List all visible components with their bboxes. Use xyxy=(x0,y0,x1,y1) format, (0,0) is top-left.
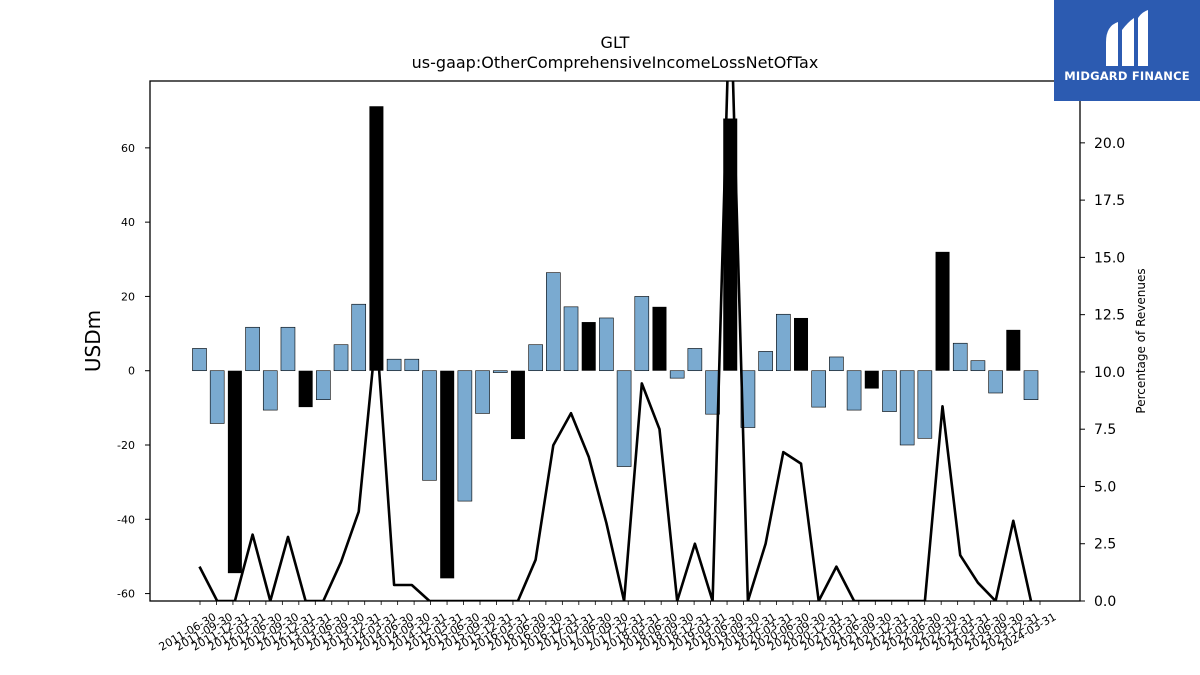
bar xyxy=(794,317,809,371)
bar xyxy=(846,370,862,411)
bar xyxy=(386,358,402,372)
line-layer xyxy=(198,81,1033,601)
y2-tick-label: 10.0 xyxy=(1094,365,1125,381)
bar xyxy=(687,348,703,372)
bar xyxy=(563,306,579,372)
y-axis-label: USDm xyxy=(81,310,105,372)
bar xyxy=(475,370,490,414)
bar xyxy=(776,313,791,372)
y2-tick-label: 12.5 xyxy=(1094,308,1125,324)
bar-series xyxy=(192,106,1039,579)
pct-of-revenues-line xyxy=(198,81,1033,601)
bar xyxy=(440,370,455,579)
bar xyxy=(245,326,260,372)
bar xyxy=(262,370,278,411)
bar xyxy=(652,306,667,371)
y2-tick-label: 15.0 xyxy=(1094,250,1125,266)
bar xyxy=(316,370,331,400)
bar xyxy=(917,370,933,439)
y-tick-label: 20 xyxy=(121,290,135,303)
bar xyxy=(1006,329,1021,371)
y2-axis-label: Percentage of Revenues xyxy=(1134,268,1148,413)
bar xyxy=(298,370,313,408)
y2-tick-label: 5.0 xyxy=(1094,479,1116,495)
bar xyxy=(581,322,596,371)
y2-tick-label: 2.5 xyxy=(1094,537,1116,553)
bar xyxy=(970,360,986,372)
bar xyxy=(935,251,950,371)
bar xyxy=(369,106,384,371)
bar xyxy=(192,348,207,372)
y2-tick-label: 17.5 xyxy=(1094,193,1125,209)
y-tick-label: 40 xyxy=(121,216,135,229)
y2-tick-label: 0.0 xyxy=(1094,594,1116,610)
logo-mark-icon xyxy=(1106,10,1148,66)
bar xyxy=(351,303,367,372)
y-tick-label: -60 xyxy=(117,588,135,601)
bar xyxy=(758,351,773,372)
brand-name: MIDGARD FINANCE xyxy=(1064,69,1190,83)
y2-tick-label: 7.5 xyxy=(1094,422,1116,438)
bar xyxy=(829,356,844,372)
y-tick-label: 60 xyxy=(121,142,135,155)
bar xyxy=(864,370,879,389)
y-tick-label: -40 xyxy=(117,513,135,526)
bar xyxy=(634,296,650,372)
bar xyxy=(333,344,349,372)
brand-logo: MIDGARD FINANCE xyxy=(1054,0,1200,101)
chart-title: GLT xyxy=(601,33,630,52)
bar xyxy=(882,370,897,412)
bar xyxy=(988,370,1003,394)
bar xyxy=(616,370,632,467)
bar xyxy=(510,370,525,440)
bar xyxy=(404,358,420,372)
bar xyxy=(899,370,915,446)
bar xyxy=(209,370,225,424)
bar xyxy=(723,118,738,371)
bar xyxy=(492,370,508,373)
axes: -60 -40 -20 0 20 40 60 0.0 2.5 5.0 7.5 10.0 12.5 15.0… xyxy=(117,80,1125,654)
bar xyxy=(599,317,614,372)
bar xyxy=(1023,370,1039,400)
bar xyxy=(457,370,473,502)
y-tick-label: 0 xyxy=(128,365,135,378)
bar xyxy=(227,370,242,574)
bar xyxy=(669,370,685,379)
bar xyxy=(280,326,296,372)
bar xyxy=(546,272,561,372)
bar xyxy=(528,344,543,372)
y2-tick-label: 20.0 xyxy=(1094,136,1125,152)
bar xyxy=(811,370,827,408)
y-tick-label: -20 xyxy=(117,439,135,452)
chart-subtitle: us-gaap:OtherComprehensiveIncomeLossNetO… xyxy=(412,53,819,72)
bar xyxy=(422,370,437,481)
bar xyxy=(952,342,968,372)
chart-title-group: GLT us-gaap:OtherComprehensiveIncomeLoss… xyxy=(412,33,819,72)
plot-frame xyxy=(149,80,1081,602)
